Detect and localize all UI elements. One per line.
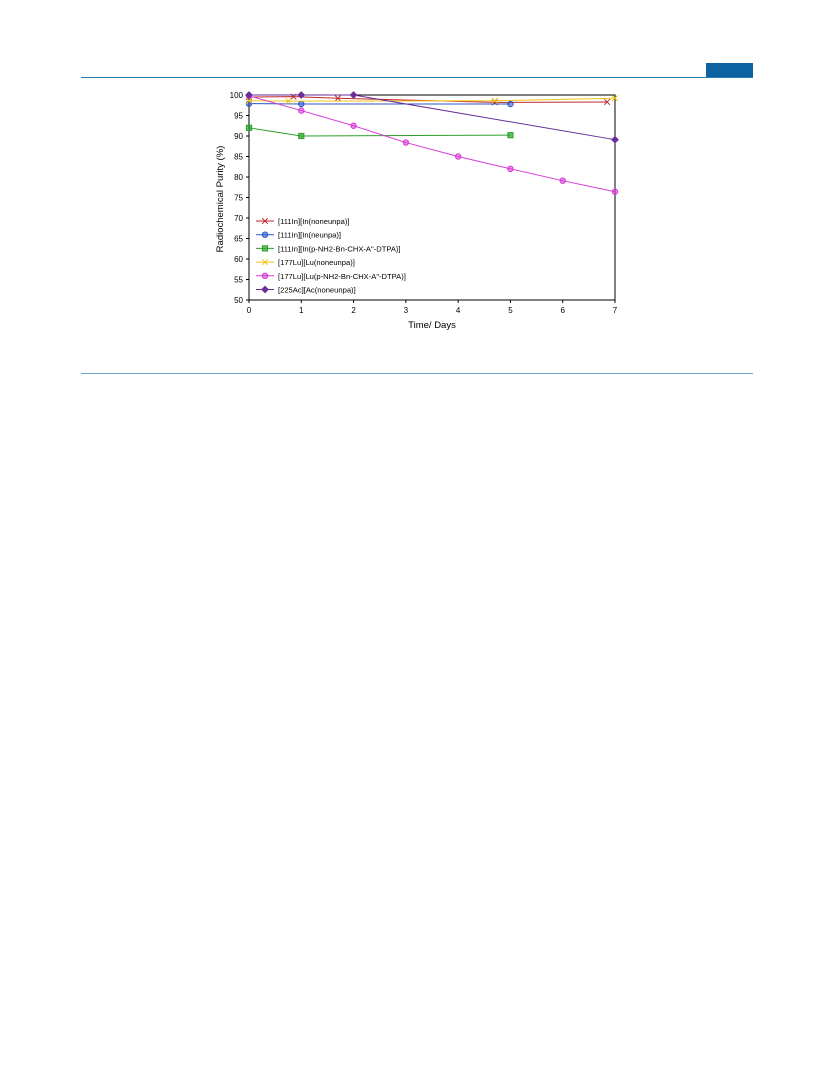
y-tick-label: 60 bbox=[234, 255, 243, 264]
y-tick-label: 90 bbox=[234, 132, 243, 141]
legend-item: [225Ac][Ac(noneunpa)] bbox=[256, 286, 356, 295]
data-point bbox=[507, 165, 514, 173]
series-lines bbox=[245, 91, 619, 195]
x-tick-label: 6 bbox=[560, 306, 565, 315]
legend-item: [177Lu][Lu(p-NH2-Bn-CHX-A"-DTPA)] bbox=[256, 272, 406, 281]
data-point bbox=[297, 91, 306, 99]
legend-item: [111In][In(noneunpa)] bbox=[256, 217, 350, 226]
x-tick-label: 1 bbox=[299, 306, 304, 315]
purity-chart: 0 1 2 3 4 5 6 7 50 55 60 65 70 75 80 85 90 95 100 [111In][… bbox=[215, 91, 619, 331]
y-tick-label: 50 bbox=[234, 296, 243, 305]
y-tick-label: 100 bbox=[230, 91, 244, 100]
y-tick-label: 65 bbox=[234, 235, 243, 244]
data-point bbox=[298, 107, 305, 114]
header-tab bbox=[706, 63, 753, 77]
data-point bbox=[507, 132, 514, 139]
legend-item: [111In][In(p-NH2-Bn-CHX-A"-DTPA)] bbox=[256, 244, 401, 253]
x-tick-label: 3 bbox=[404, 306, 409, 315]
data-point bbox=[611, 135, 619, 144]
data-point bbox=[285, 97, 292, 105]
data-point bbox=[245, 97, 253, 104]
y-tick-label: 80 bbox=[234, 173, 243, 182]
data-point bbox=[604, 98, 611, 106]
data-point bbox=[350, 122, 357, 129]
data-point bbox=[349, 91, 358, 99]
data-point bbox=[402, 139, 410, 146]
x-tick-label: 7 bbox=[613, 306, 618, 315]
legend-item: [177Lu][Lu(noneunpa)] bbox=[256, 258, 355, 267]
data-point bbox=[245, 124, 253, 131]
y-tick-label: 75 bbox=[234, 194, 243, 203]
y-tick-label: 55 bbox=[234, 276, 243, 285]
legend-label: [111In][In(noneunpa)] bbox=[278, 217, 350, 226]
y-tick-label: 85 bbox=[234, 153, 243, 162]
data-point bbox=[491, 97, 498, 104]
data-point bbox=[298, 132, 305, 140]
x-tick-label: 2 bbox=[351, 306, 356, 315]
data-point bbox=[298, 100, 305, 108]
legend-label: [177Lu][Lu(noneunpa)] bbox=[278, 258, 355, 267]
data-point bbox=[245, 91, 253, 99]
legend-label: [111In][In(p-NH2-Bn-CHX-A"-DTPA)] bbox=[278, 244, 401, 253]
x-tick-label: 0 bbox=[247, 306, 252, 315]
axis-ticks: 0 1 2 3 4 5 6 7 50 55 60 65 70 75 80 85 90 95 100 bbox=[230, 91, 618, 315]
x-axis-label: Time/ Days bbox=[408, 320, 456, 331]
y-axis-label: Radiochemical Purity (%) bbox=[215, 146, 226, 253]
x-tick-label: 5 bbox=[508, 306, 513, 315]
data-point bbox=[261, 272, 269, 279]
legend-label: [225Ac][Ac(noneunpa)] bbox=[278, 286, 356, 295]
data-point bbox=[261, 217, 269, 225]
data-point bbox=[261, 231, 269, 238]
legend-item: [111In][In(neunpa)] bbox=[256, 231, 341, 240]
figure-bottom-rule bbox=[81, 373, 753, 374]
plot-area bbox=[248, 94, 616, 301]
series-line bbox=[248, 95, 616, 193]
series-line bbox=[248, 127, 511, 137]
data-point bbox=[334, 95, 342, 102]
x-tick-label: 4 bbox=[456, 306, 461, 315]
data-point bbox=[507, 100, 514, 108]
header-rule bbox=[81, 77, 753, 78]
legend-label: [177Lu][Lu(p-NH2-Bn-CHX-A"-DTPA)] bbox=[278, 272, 406, 281]
series-line bbox=[248, 97, 616, 102]
data-point bbox=[261, 245, 269, 252]
y-tick-label: 95 bbox=[234, 112, 243, 121]
data-point bbox=[454, 153, 462, 160]
data-point bbox=[245, 100, 253, 107]
y-tick-label: 70 bbox=[234, 214, 243, 223]
plot-border bbox=[248, 94, 616, 301]
data-point bbox=[261, 285, 269, 294]
data-point bbox=[261, 258, 269, 266]
legend: [111In][In(noneunpa)] [111In][In(neunpa)]… bbox=[256, 217, 406, 295]
data-point bbox=[559, 177, 566, 184]
series-line bbox=[249, 94, 616, 141]
legend-label: [111In][In(neunpa)] bbox=[278, 231, 341, 240]
data-point bbox=[611, 95, 619, 102]
data-point bbox=[611, 188, 619, 195]
